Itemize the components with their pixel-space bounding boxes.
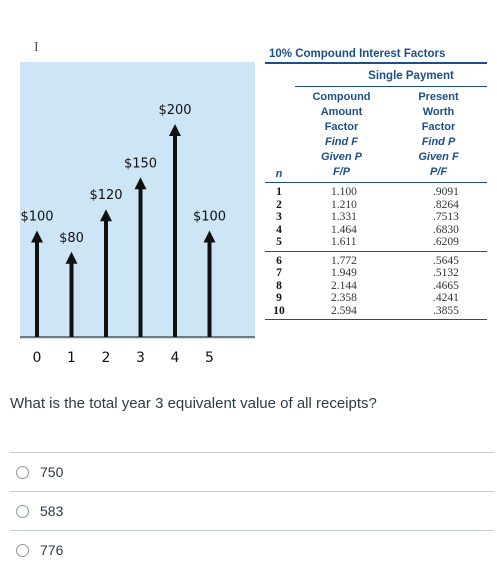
pf-header-line: Worth bbox=[422, 106, 455, 118]
pf-cell: .6830 bbox=[433, 223, 459, 236]
factor-row: 9 2.358 .4241 bbox=[265, 292, 487, 305]
cash-flow-svg: $100 $80 $120 $150 $200 $100 0 1 2 3 4 5 bbox=[20, 62, 255, 366]
receipt-amount-label: $100 bbox=[20, 210, 53, 225]
fp-cell: 2.358 bbox=[331, 292, 357, 305]
factor-row: 7 1.949 .5132 bbox=[265, 267, 487, 280]
n-cell: 4 bbox=[276, 223, 282, 236]
fp-header-line: Given P bbox=[321, 151, 362, 163]
receipt-amount-label: $150 bbox=[124, 156, 157, 171]
n-cell: 6 bbox=[276, 254, 282, 267]
answer-label: 776 bbox=[40, 542, 64, 558]
factor-row: 10 2.594 .3855 bbox=[265, 305, 487, 318]
answer-options: 750 583 776 bbox=[10, 452, 494, 569]
pf-header-line: Given F bbox=[418, 151, 459, 163]
factor-table-subtitle: Single Payment bbox=[295, 64, 487, 87]
diagram-background bbox=[20, 62, 255, 339]
fp-cell: 1.464 bbox=[331, 223, 357, 236]
factor-row: 4 1.464 .6830 bbox=[265, 224, 487, 237]
receipt-arrowhead bbox=[65, 251, 78, 264]
radio-button[interactable] bbox=[16, 504, 29, 518]
receipt-amount-label: $80 bbox=[59, 231, 84, 246]
factor-row: 1 1.100 .9091 bbox=[265, 186, 487, 199]
receipt-amount-label: $100 bbox=[193, 210, 226, 225]
pf-cell: .3855 bbox=[433, 304, 459, 317]
fp-column-header: Compound Amount Factor Find F Given P F/… bbox=[293, 90, 390, 180]
pf-cell: .9091 bbox=[433, 186, 459, 199]
factor-row: 5 1.611 .6209 bbox=[265, 236, 487, 249]
period-tick-label: 1 bbox=[67, 350, 76, 366]
pf-column-header: Present Worth Factor Find P Given F P/F bbox=[390, 90, 487, 180]
text-cursor-glyph: I bbox=[34, 40, 39, 55]
receipt-arrowhead bbox=[100, 209, 112, 222]
fp-cell: 2.594 bbox=[331, 304, 357, 317]
n-cell: 10 bbox=[273, 304, 285, 317]
receipt-arrowhead bbox=[203, 230, 216, 243]
pf-cell: .4241 bbox=[433, 292, 459, 305]
period-tick-label: 3 bbox=[136, 350, 145, 366]
pf-header-line: Present bbox=[418, 91, 459, 103]
factor-rows-group-2: 6 1.772 .5645 7 1.949 .5132 8 2.144 .4665 9 2.358.… bbox=[265, 252, 487, 320]
factor-row: 3 1.331 .7513 bbox=[265, 211, 487, 224]
radio-button[interactable] bbox=[16, 543, 29, 557]
fp-cell: 1.100 bbox=[331, 186, 357, 199]
answer-option[interactable]: 750 bbox=[10, 452, 494, 491]
pf-cell: .6209 bbox=[433, 236, 459, 249]
factor-rows-group-1: 1 1.100 .9091 2 1.210 .8264 3 1.331 .7513 4 1.464.… bbox=[265, 183, 487, 252]
fp-header-line: Amount bbox=[320, 106, 363, 118]
n-cell: 2 bbox=[276, 198, 282, 211]
answer-label: 583 bbox=[40, 503, 64, 519]
cash-flow-diagram: $100 $80 $120 $150 $200 $100 0 1 2 3 4 5 bbox=[20, 62, 255, 372]
n-cell: 1 bbox=[276, 186, 282, 199]
pf-header-line: Factor bbox=[421, 121, 456, 133]
fp-cell: 1.210 bbox=[331, 198, 357, 211]
fp-cell: 1.949 bbox=[331, 267, 357, 280]
fp-header-line: Find F bbox=[325, 136, 358, 148]
fp-header-line: Compound bbox=[312, 91, 371, 103]
pf-header-line: P/F bbox=[429, 166, 448, 178]
compound-interest-factor-table: 10% Compound Interest Factors Single Pay… bbox=[265, 48, 487, 320]
factor-row: 8 2.144 .4665 bbox=[265, 280, 487, 293]
receipt-amount-label: $120 bbox=[89, 188, 122, 203]
pf-cell: .8264 bbox=[433, 198, 459, 211]
radio-button[interactable] bbox=[16, 465, 29, 479]
period-tick-label: 2 bbox=[102, 350, 111, 366]
fp-cell: 2.144 bbox=[331, 279, 357, 292]
fp-header-line: F/P bbox=[332, 166, 351, 178]
pf-cell: .5645 bbox=[433, 254, 459, 267]
answer-label: 750 bbox=[40, 464, 64, 480]
period-tick-label: 4 bbox=[171, 350, 180, 366]
receipt-amount-label: $200 bbox=[158, 103, 191, 118]
n-cell: 9 bbox=[276, 292, 282, 305]
n-cell: 5 bbox=[276, 236, 282, 249]
n-column-header: n bbox=[275, 168, 283, 180]
receipt-arrowhead bbox=[134, 177, 147, 190]
answer-option[interactable]: 583 bbox=[10, 491, 494, 530]
fp-cell: 1.331 bbox=[331, 211, 357, 224]
factor-row: 6 1.772 .5645 bbox=[265, 255, 487, 268]
period-tick-label: 0 bbox=[33, 350, 42, 366]
factor-table-header: n Compound Amount Factor Find F Given P … bbox=[265, 90, 487, 183]
pf-cell: .7513 bbox=[433, 211, 459, 224]
factor-row: 2 1.210 .8264 bbox=[265, 199, 487, 212]
n-cell: 8 bbox=[276, 279, 282, 292]
n-cell: 7 bbox=[276, 267, 282, 280]
receipt-arrowhead bbox=[169, 124, 181, 136]
fp-cell: 1.611 bbox=[331, 236, 357, 249]
fp-header-line: Factor bbox=[324, 121, 359, 133]
factor-table-title: 10% Compound Interest Factors bbox=[265, 48, 487, 64]
receipt-arrowhead bbox=[31, 230, 43, 243]
fp-cell: 1.772 bbox=[331, 254, 357, 267]
question-text: What is the total year 3 equivalent valu… bbox=[10, 395, 377, 412]
period-tick-label: 5 bbox=[205, 350, 214, 366]
answer-option[interactable]: 776 bbox=[10, 530, 494, 569]
pf-cell: .4665 bbox=[433, 279, 459, 292]
n-cell: 3 bbox=[276, 211, 282, 224]
pf-header-line: Find P bbox=[421, 136, 456, 148]
pf-cell: .5132 bbox=[433, 267, 459, 280]
